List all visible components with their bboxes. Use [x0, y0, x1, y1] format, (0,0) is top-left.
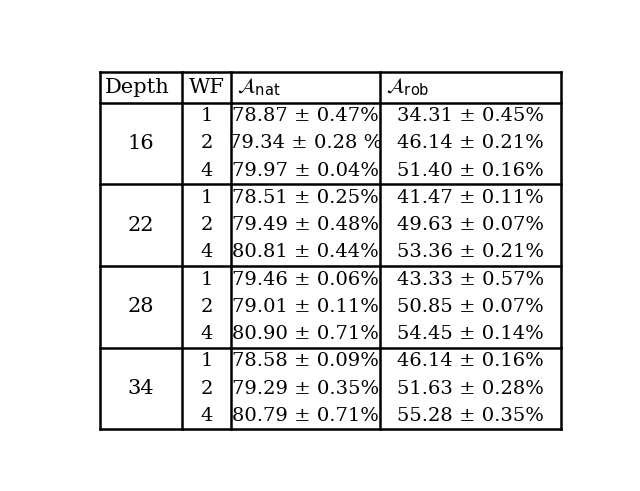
Text: 34: 34: [127, 379, 154, 398]
Text: 79.97 ± 0.04%: 79.97 ± 0.04%: [232, 162, 379, 180]
Text: 41.47 ± 0.11%: 41.47 ± 0.11%: [397, 189, 544, 207]
Text: WF: WF: [189, 78, 225, 97]
Text: 79.01 ± 0.11%: 79.01 ± 0.11%: [232, 298, 379, 316]
Text: 2: 2: [200, 298, 212, 316]
Text: $\mathcal{A}_{\mathrm{nat}}$: $\mathcal{A}_{\mathrm{nat}}$: [237, 77, 281, 98]
Text: 2: 2: [200, 216, 212, 234]
Text: 80.90 ± 0.71%: 80.90 ± 0.71%: [232, 325, 379, 343]
Text: 43.33 ± 0.57%: 43.33 ± 0.57%: [397, 271, 544, 289]
Text: 79.29 ± 0.35%: 79.29 ± 0.35%: [232, 380, 380, 398]
Text: $\mathcal{A}_{\mathrm{rob}}$: $\mathcal{A}_{\mathrm{rob}}$: [386, 77, 429, 98]
Text: 4: 4: [200, 162, 212, 180]
Text: 51.40 ± 0.16%: 51.40 ± 0.16%: [397, 162, 544, 180]
Text: 78.87 ± 0.47%: 78.87 ± 0.47%: [232, 107, 379, 125]
Text: 1: 1: [200, 189, 212, 207]
Text: 1: 1: [200, 107, 212, 125]
Text: 53.36 ± 0.21%: 53.36 ± 0.21%: [397, 244, 544, 261]
Text: 16: 16: [127, 134, 154, 153]
Text: 54.45 ± 0.14%: 54.45 ± 0.14%: [397, 325, 544, 343]
Text: 79.46 ± 0.06%: 79.46 ± 0.06%: [232, 271, 379, 289]
Text: 46.14 ± 0.21%: 46.14 ± 0.21%: [397, 135, 544, 152]
Text: 34.31 ± 0.45%: 34.31 ± 0.45%: [397, 107, 544, 125]
Text: 50.85 ± 0.07%: 50.85 ± 0.07%: [397, 298, 544, 316]
Text: 55.28 ± 0.35%: 55.28 ± 0.35%: [397, 407, 544, 425]
Text: 1: 1: [200, 353, 212, 370]
Text: 51.63 ± 0.28%: 51.63 ± 0.28%: [397, 380, 544, 398]
Text: 78.51 ± 0.25%: 78.51 ± 0.25%: [232, 189, 379, 207]
Text: 49.63 ± 0.07%: 49.63 ± 0.07%: [397, 216, 544, 234]
Text: 2: 2: [200, 135, 212, 152]
Text: 78.58 ± 0.09%: 78.58 ± 0.09%: [232, 353, 379, 370]
Text: 1: 1: [200, 271, 212, 289]
Text: 4: 4: [200, 407, 212, 425]
Text: 4: 4: [200, 244, 212, 261]
Text: 79.49 ± 0.48%: 79.49 ± 0.48%: [232, 216, 379, 234]
Text: 28: 28: [127, 298, 154, 316]
Text: 80.79 ± 0.71%: 80.79 ± 0.71%: [232, 407, 379, 425]
Text: 2: 2: [200, 380, 212, 398]
Text: Depth: Depth: [105, 78, 170, 97]
Text: 4: 4: [200, 325, 212, 343]
Text: 79.34 ± 0.28 %: 79.34 ± 0.28 %: [229, 135, 382, 152]
Text: 80.81 ± 0.44%: 80.81 ± 0.44%: [232, 244, 379, 261]
Text: 46.14 ± 0.16%: 46.14 ± 0.16%: [397, 353, 544, 370]
Text: 22: 22: [127, 216, 154, 235]
